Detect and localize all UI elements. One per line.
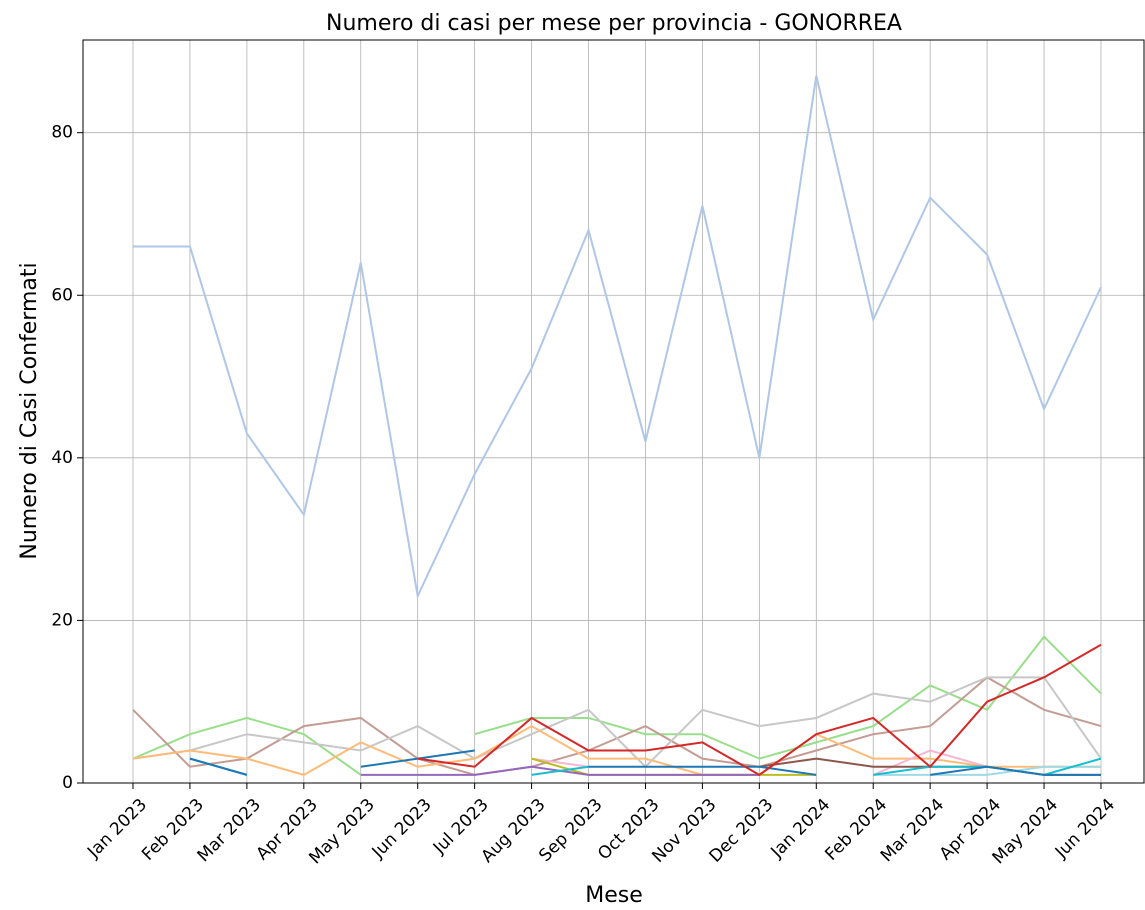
y-axis-label: Numero di Casi Confermati (17, 262, 42, 559)
x-axis-label: Mese (585, 883, 643, 908)
series-line (132, 635, 1102, 776)
series-line (132, 676, 1102, 769)
y-tick-label: 0 (62, 773, 73, 793)
y-tick-label: 80 (51, 123, 73, 143)
series-line (417, 643, 1102, 777)
series-line (133, 75, 1102, 600)
series-line (132, 724, 1101, 776)
y-tick-label: 40 (51, 448, 73, 468)
plot-frame (82, 39, 1145, 784)
y-tick-label: 60 (51, 285, 73, 305)
y-tick-label: 20 (51, 610, 73, 630)
x-tick-label: Jun 2024 (1051, 795, 1119, 863)
chart-title: Numero di casi per mese per provincia - … (326, 11, 902, 36)
series-line (873, 765, 1101, 776)
x-tick-label: Jun 2023 (368, 795, 436, 863)
